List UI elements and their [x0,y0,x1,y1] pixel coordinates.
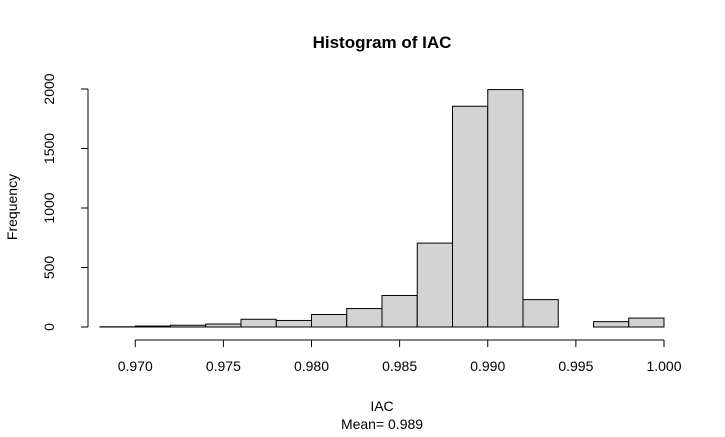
histogram-bar [205,323,242,328]
histogram-bar [311,314,348,328]
x-axis-sublabel: Mean= 0.989 [341,416,423,432]
histogram-bar [628,317,665,328]
histogram-bar [134,325,171,328]
histogram-bar [381,294,418,328]
x-tick-label: 0.990 [470,358,505,374]
histogram-bar [170,324,207,328]
x-axis-label: IAC [370,398,393,414]
x-axis: 0.970 0.975 0.980 0.985 0.990 0.995 1.000 [118,339,682,374]
x-tick-label: 0.985 [382,358,417,374]
histogram-bar [487,89,524,328]
histogram-bar [416,242,453,328]
x-tick-label: 0.980 [294,358,329,374]
histogram-bar [452,105,489,328]
histogram-bar [593,321,630,328]
y-tick-label: 2000 [41,73,57,104]
x-tick-label: 0.995 [558,358,593,374]
bars-group [99,89,665,328]
y-axis-label: Frequency [4,174,20,240]
histogram-bar [346,308,383,328]
histogram-bar [275,319,312,328]
y-axis: 0 500 1000 1500 2000 [41,73,89,331]
y-tick-label: 1500 [41,133,57,164]
y-tick-label: 0 [41,323,57,331]
y-tick-label: 1000 [41,192,57,223]
x-tick-label: 1.000 [646,358,681,374]
x-tick-label: 0.975 [206,358,241,374]
chart-title: Histogram of IAC [313,33,452,52]
y-tick-label: 500 [41,256,57,280]
histogram-bar [522,299,559,328]
x-tick-label: 0.970 [118,358,153,374]
histogram-bar [240,318,277,328]
